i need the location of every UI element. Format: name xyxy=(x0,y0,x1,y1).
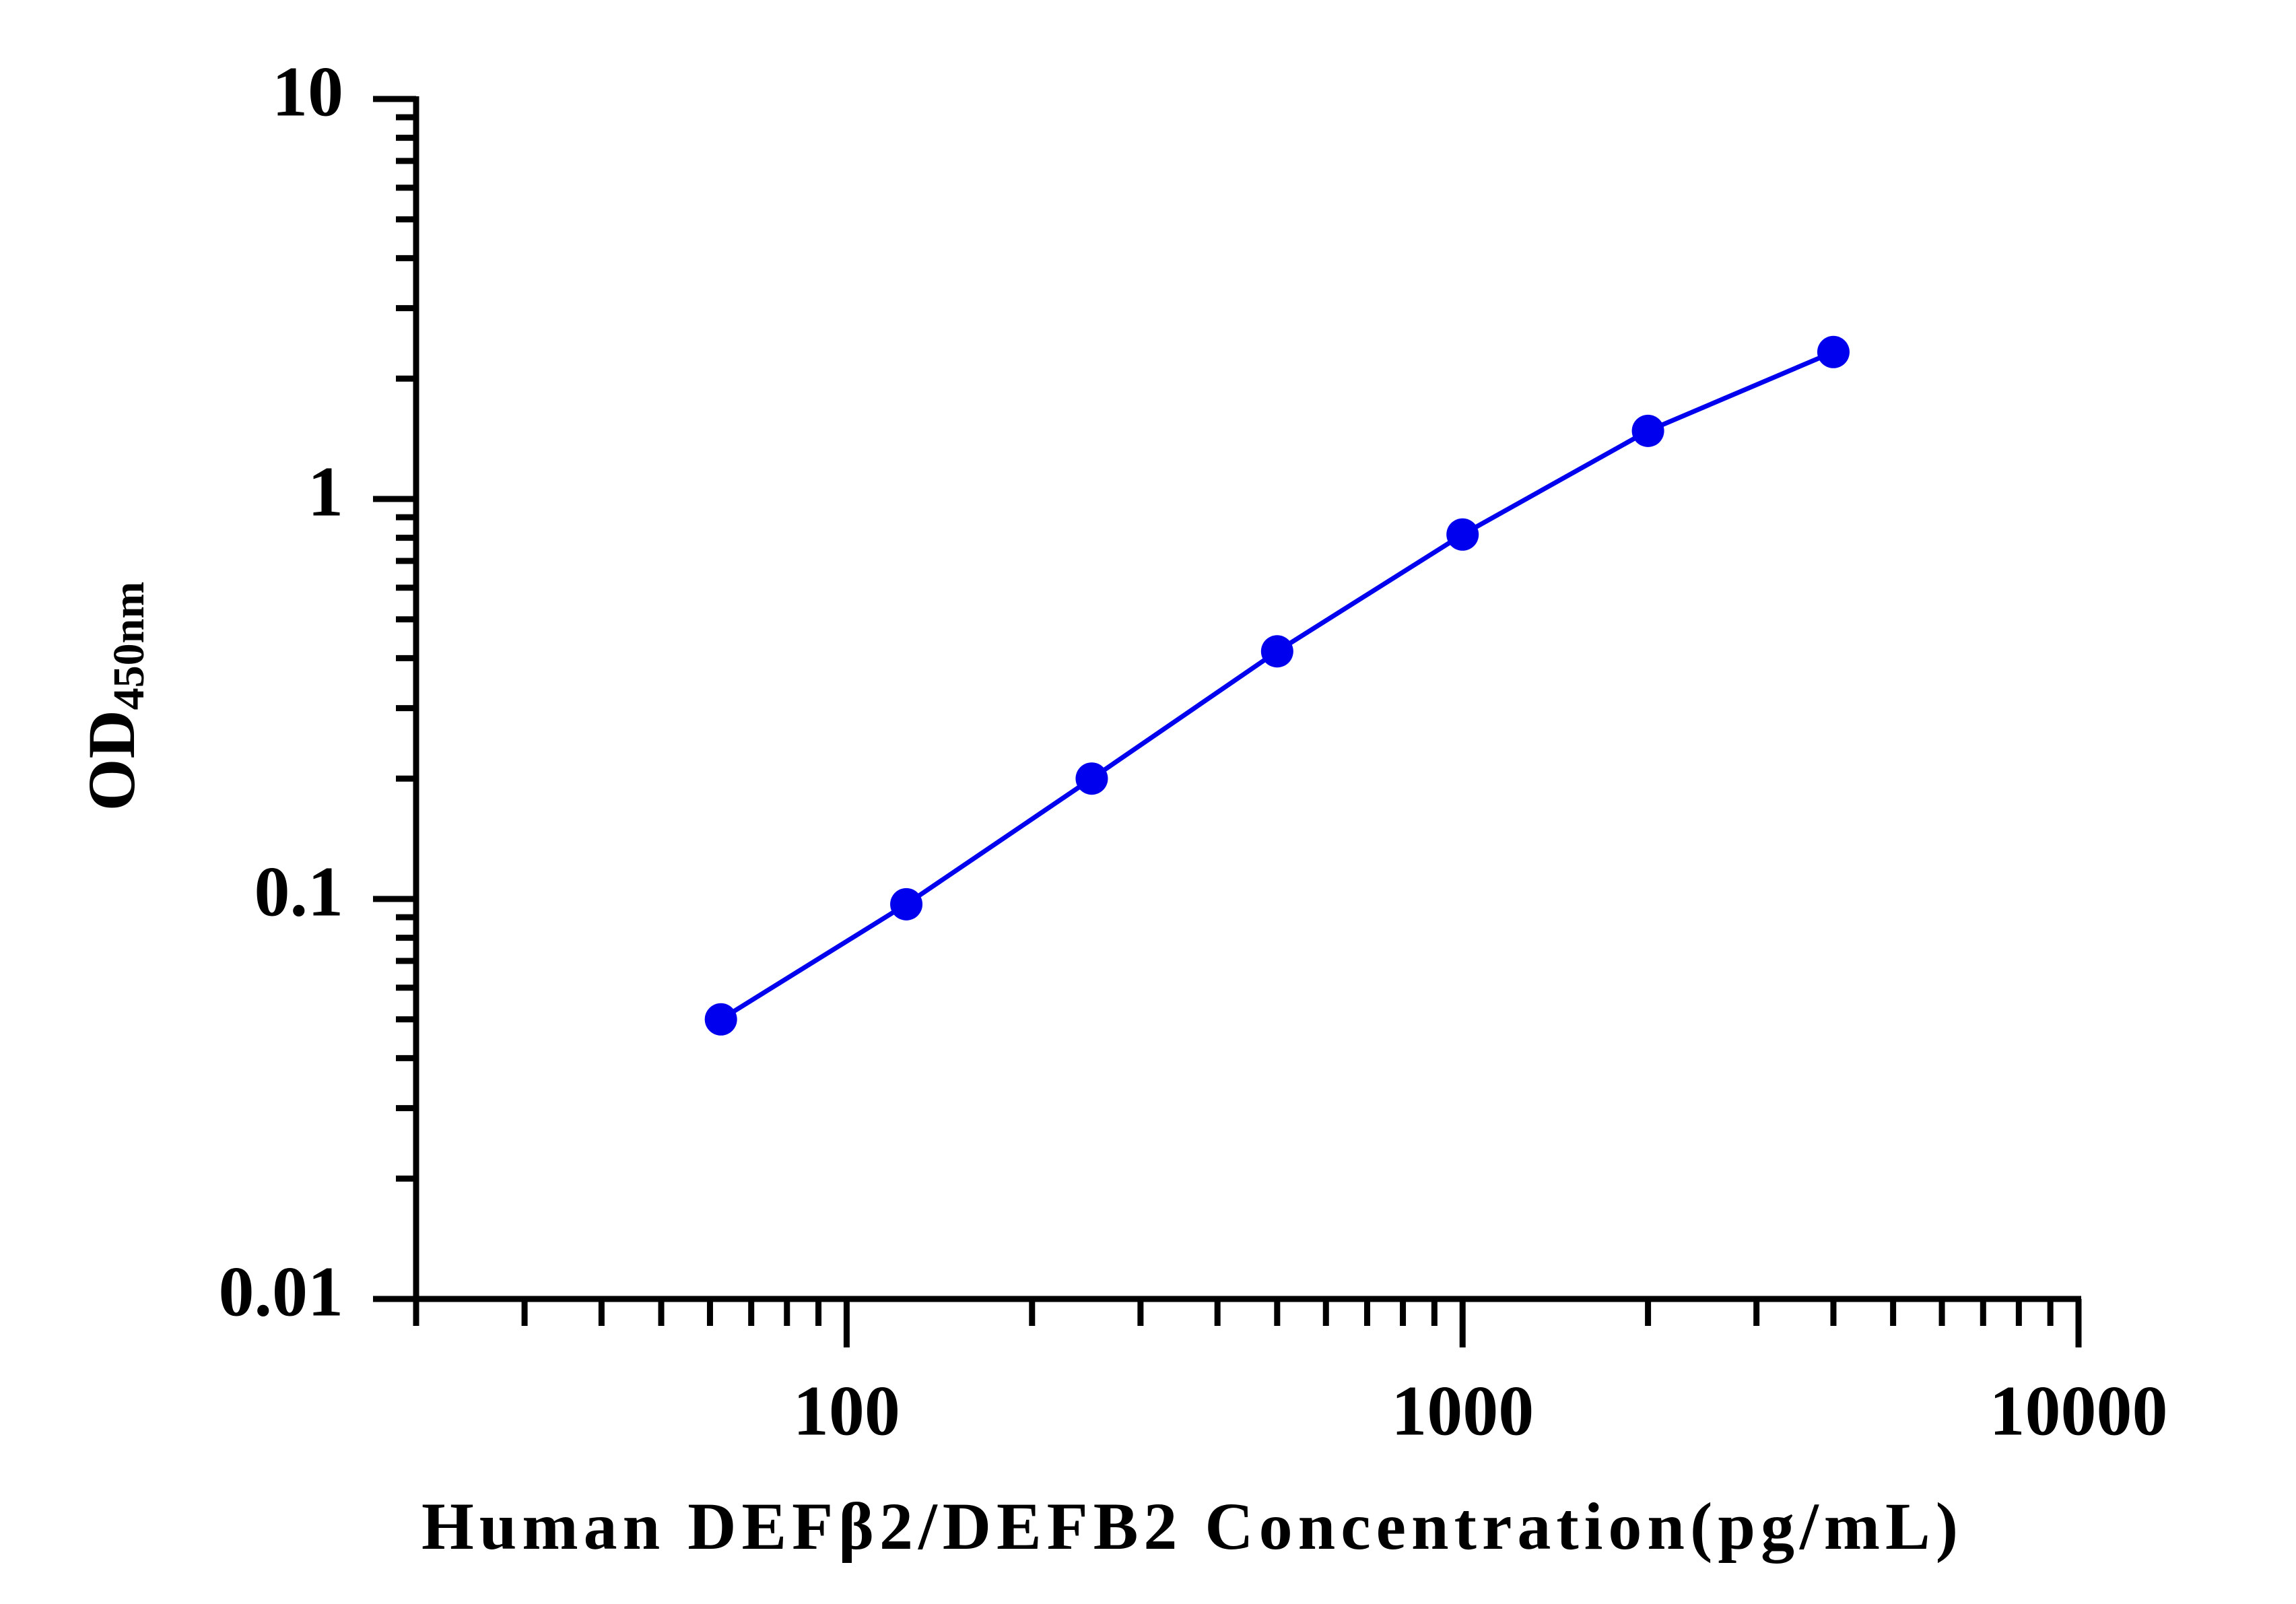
x-axis-title: Human DEFβ2/DEFB2 Concentration(pg/mL) xyxy=(421,1489,1963,1564)
y-tick-label: 1 xyxy=(308,452,343,531)
data-point xyxy=(1631,414,1664,447)
data-point xyxy=(1260,635,1293,668)
x-tick-label: 10000 xyxy=(1990,1371,2168,1450)
series-line xyxy=(719,349,1835,1022)
data-point xyxy=(1075,762,1108,795)
data-point xyxy=(1446,518,1479,551)
y-axis-title-sub: 450nm xyxy=(104,582,154,710)
y-axis-title-group: OD450nm xyxy=(74,582,154,811)
y-axis-title: OD450nm xyxy=(74,582,154,811)
data-point xyxy=(704,1003,737,1036)
x-tick-label: 100 xyxy=(793,1371,900,1450)
data-point xyxy=(890,888,923,921)
y-tick-label: 10 xyxy=(272,52,343,131)
y-axis-title-main: OD xyxy=(74,710,149,811)
y-tick-label: 0.1 xyxy=(255,852,344,931)
data-point xyxy=(1817,335,1850,368)
y-tick-label: 0.01 xyxy=(219,1252,344,1331)
x-tick-label: 1000 xyxy=(1391,1371,1534,1450)
